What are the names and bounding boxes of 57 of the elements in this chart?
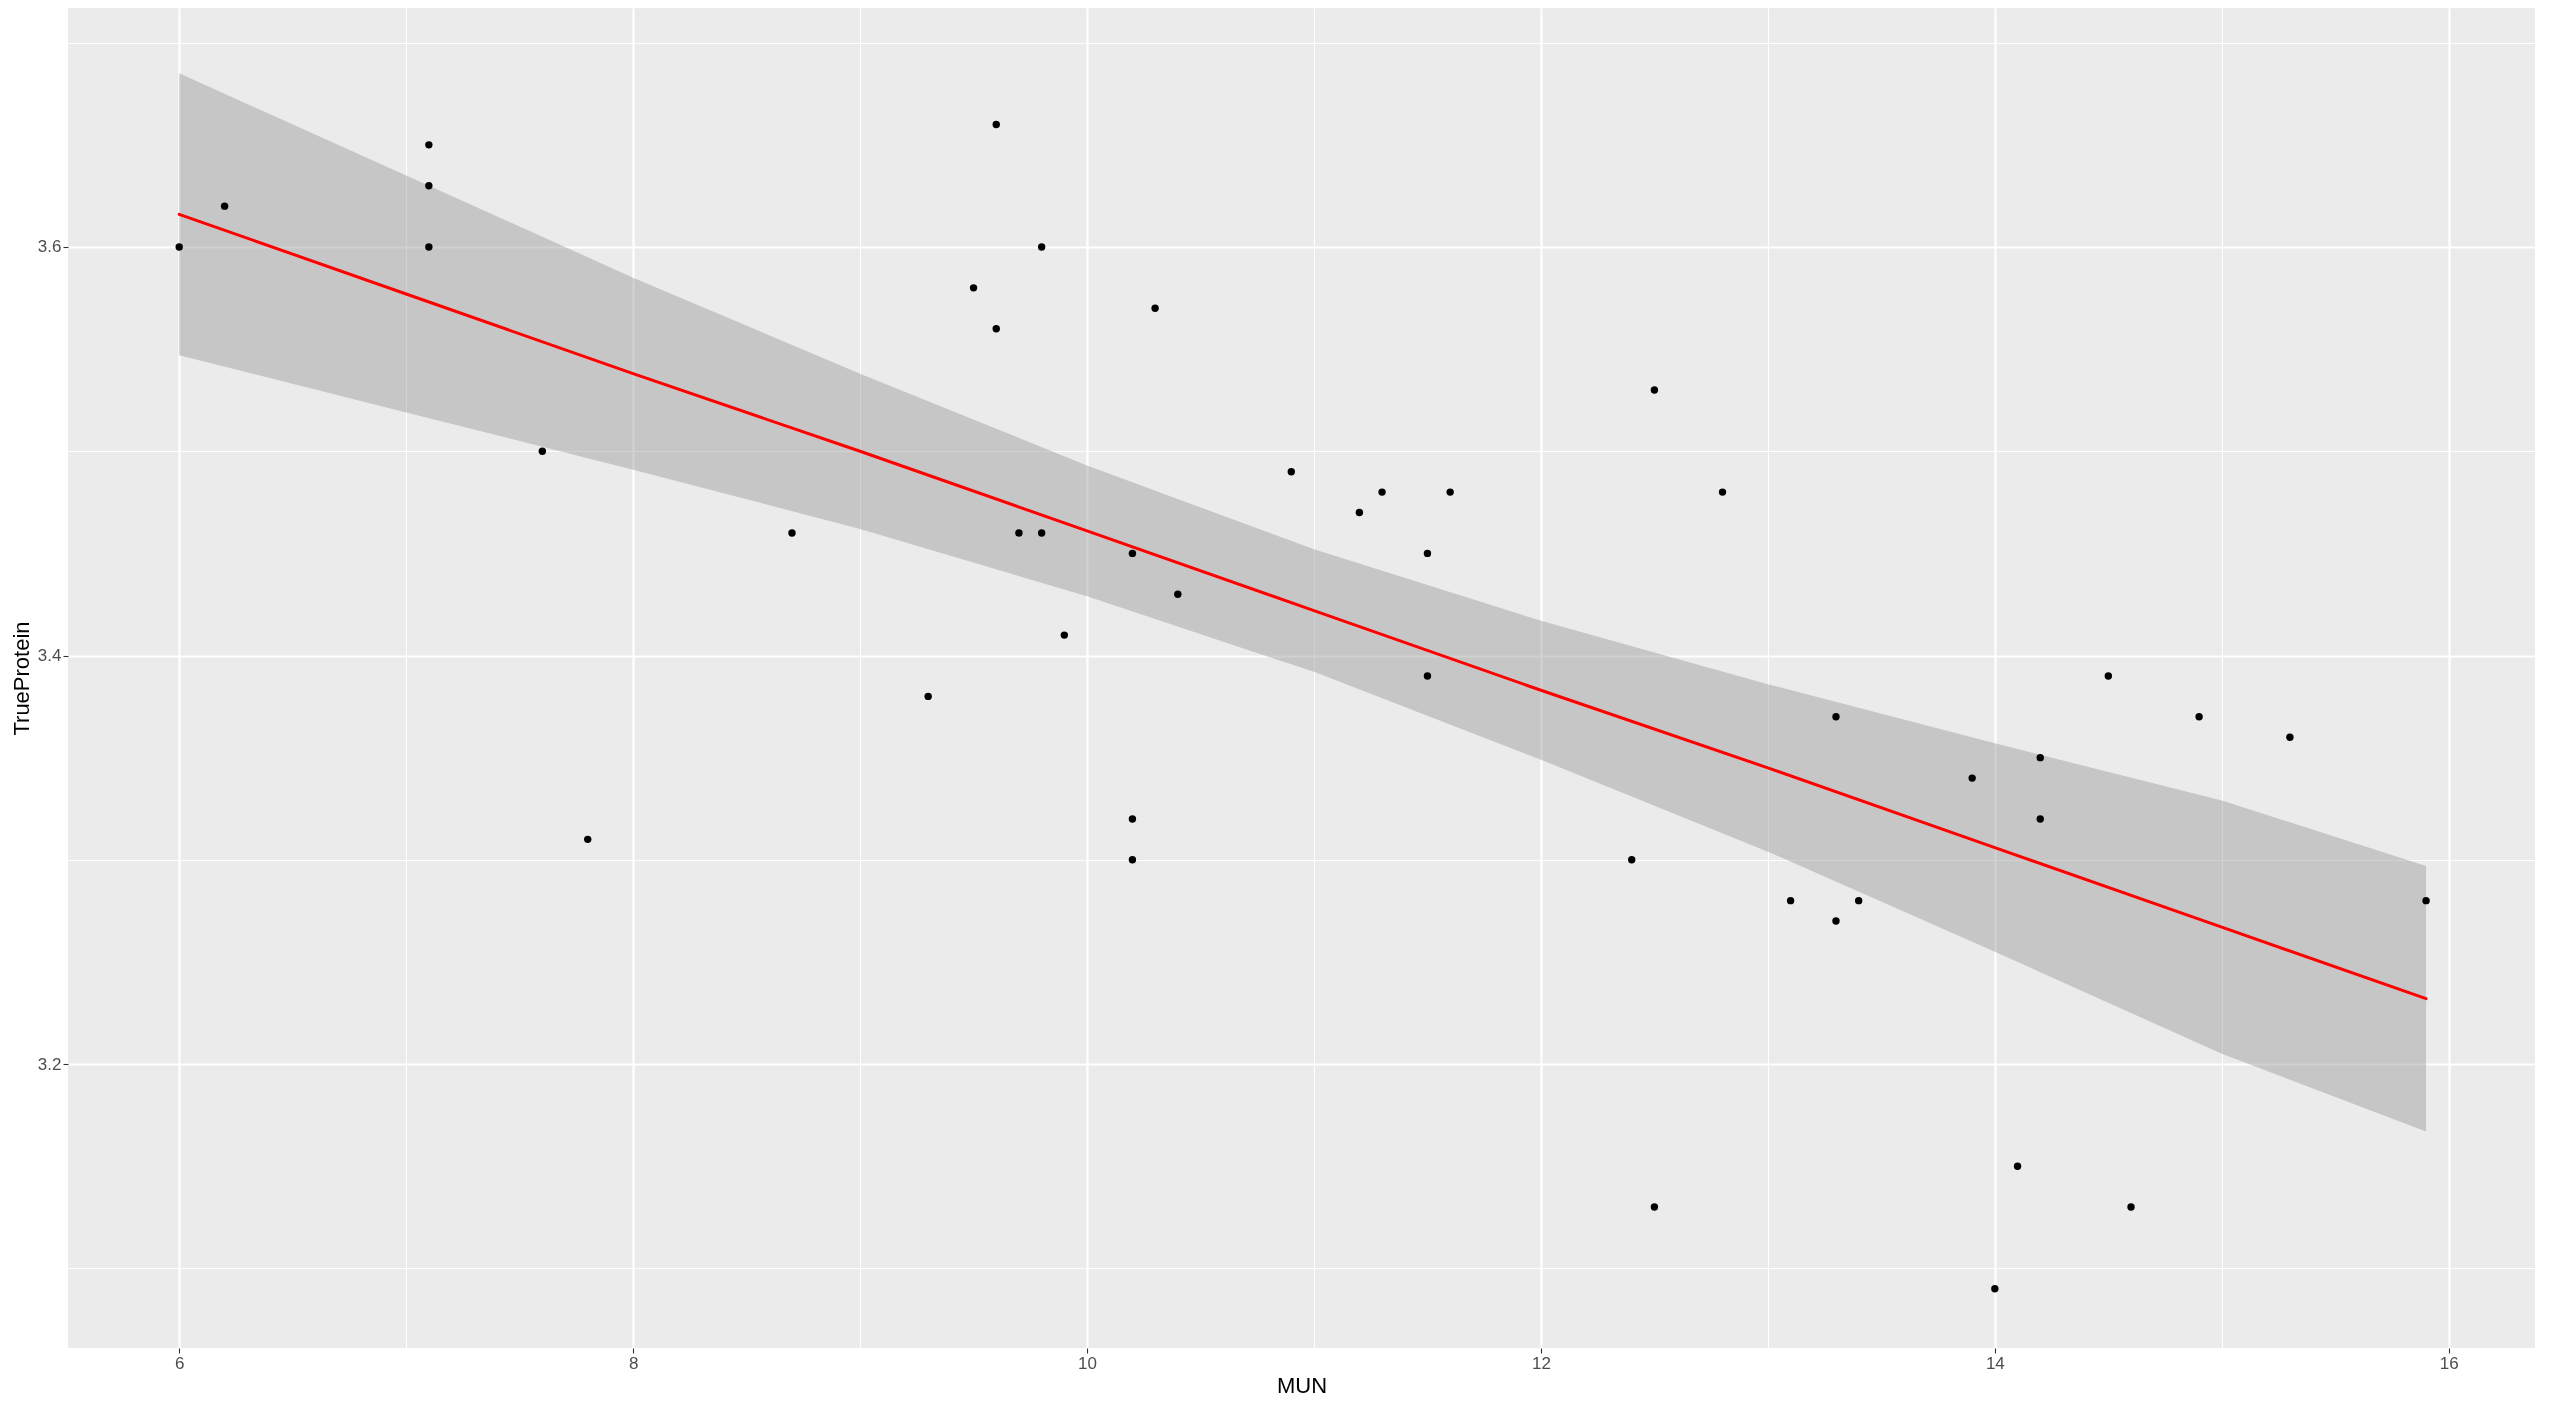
point xyxy=(2013,1162,2022,1170)
point xyxy=(1151,304,1159,312)
point xyxy=(425,141,433,149)
point xyxy=(425,243,433,251)
x-tick-label: 16 xyxy=(2439,1353,2459,1373)
point xyxy=(1287,467,1295,476)
point xyxy=(1128,856,1137,864)
x-axis-title: MUN xyxy=(1276,1372,1328,1398)
point xyxy=(992,325,1000,333)
point xyxy=(584,835,592,844)
y-axis-title: TrueProtein xyxy=(8,621,34,736)
x-tick-label: 6 xyxy=(174,1353,185,1373)
y-tick-label: 3.4 xyxy=(37,646,62,666)
point xyxy=(1832,713,1840,721)
point xyxy=(538,447,547,455)
point xyxy=(1650,386,1659,394)
point xyxy=(1128,815,1137,823)
point xyxy=(2422,896,2430,905)
point xyxy=(1128,549,1137,558)
point xyxy=(788,529,796,537)
point xyxy=(992,120,1000,129)
point xyxy=(1037,529,1046,537)
point xyxy=(1355,508,1364,517)
point xyxy=(1786,896,1795,905)
line-series xyxy=(177,212,2428,1001)
point xyxy=(1446,488,1454,496)
point xyxy=(924,692,932,701)
point xyxy=(2127,1203,2135,1211)
point xyxy=(2036,815,2044,823)
point xyxy=(1423,672,1432,680)
point xyxy=(2036,753,2044,762)
point xyxy=(1650,1203,1659,1211)
point xyxy=(969,284,978,292)
point xyxy=(1060,631,1069,639)
x-tick-label: 14 xyxy=(1985,1353,2005,1373)
point xyxy=(175,243,183,251)
point xyxy=(2104,672,2113,680)
x-tick-label: 12 xyxy=(1531,1353,1551,1373)
point xyxy=(220,202,229,210)
point xyxy=(1718,488,1727,496)
point xyxy=(1854,896,1863,905)
point xyxy=(1037,243,1046,251)
point xyxy=(1174,590,1182,598)
point xyxy=(1423,549,1432,558)
point xyxy=(1968,774,1976,782)
point xyxy=(1015,529,1023,537)
point xyxy=(1628,856,1636,864)
point xyxy=(1991,1285,1999,1293)
y-tick-label: 3.6 xyxy=(37,237,62,257)
point xyxy=(425,182,433,190)
point xyxy=(2286,733,2294,741)
x-tick-label: 10 xyxy=(1078,1353,1097,1373)
point xyxy=(1378,488,1386,496)
point xyxy=(2195,713,2203,721)
x-tick-label: 8 xyxy=(628,1353,639,1373)
y-tick-label: 3.2 xyxy=(37,1054,62,1074)
point xyxy=(1832,917,1840,925)
